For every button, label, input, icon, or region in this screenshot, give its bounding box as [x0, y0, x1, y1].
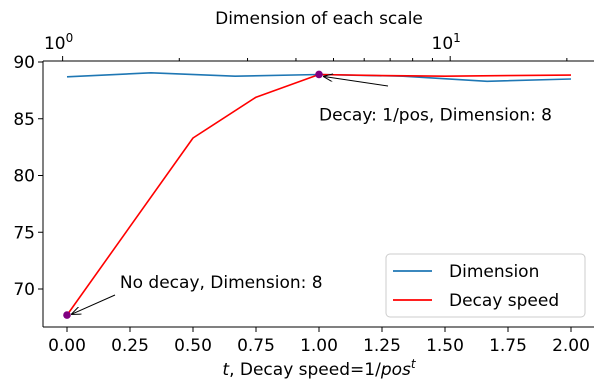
- x-axis-title-var: t: [222, 360, 230, 380]
- x-axis-title-text: , Decay speed=1/: [229, 360, 381, 380]
- legend-label-1: Dimension: [449, 262, 539, 282]
- x-axis-title-italic: pos: [380, 360, 411, 380]
- legend: Dimension Decay speed: [385, 253, 586, 318]
- x-axis-title: t, Decay speed=1/post: [222, 357, 416, 380]
- y-axis: 70 75 80 85 90: [13, 53, 43, 300]
- highlight-point: [63, 311, 71, 319]
- top-axis: 100 101: [44, 31, 568, 61]
- x-tick-label: 1.50: [426, 336, 464, 356]
- x-tick-label: 1.00: [300, 336, 338, 356]
- top-tick-label: 101: [432, 31, 461, 54]
- annotation-decay: Decay: 1/pos, Dimension: 8: [319, 105, 552, 125]
- x-tick-label: 1.75: [489, 336, 527, 356]
- y-tick-label: 90: [13, 53, 35, 73]
- x-axis-title-sup: t: [411, 357, 417, 371]
- annotation-arrow-no-decay: [72, 294, 116, 314]
- annotation-no-decay: No decay, Dimension: 8: [120, 273, 323, 293]
- x-tick-label: 0.50: [174, 336, 212, 356]
- x-tick-label: 0.00: [48, 336, 86, 356]
- annotations: No decay, Dimension: 8 Decay: 1/pos, Dime…: [72, 76, 552, 314]
- y-tick-label: 80: [13, 167, 35, 187]
- x-tick-label: 1.25: [363, 336, 401, 356]
- x-tick-label: 2.00: [552, 336, 590, 356]
- y-tick-label: 70: [13, 280, 35, 300]
- top-axis-title: Dimension of each scale: [215, 9, 423, 29]
- y-tick-label: 75: [13, 223, 35, 243]
- x-tick-label: 0.75: [237, 336, 275, 356]
- legend-box: [385, 253, 586, 318]
- x-tick-label: 0.25: [111, 336, 149, 356]
- legend-label-2: Decay speed: [449, 291, 559, 311]
- highlight-markers: [63, 70, 323, 319]
- x-axis: 0.00 0.25 0.50 0.75 1.00 1.25 1.50 1.75 2.00: [48, 327, 590, 356]
- top-tick-label: 100: [44, 31, 73, 54]
- annotation-arrow-decay: [324, 76, 389, 87]
- highlight-point: [315, 70, 323, 79]
- y-tick-label: 85: [13, 110, 35, 130]
- series-line-2: [66, 73, 572, 316]
